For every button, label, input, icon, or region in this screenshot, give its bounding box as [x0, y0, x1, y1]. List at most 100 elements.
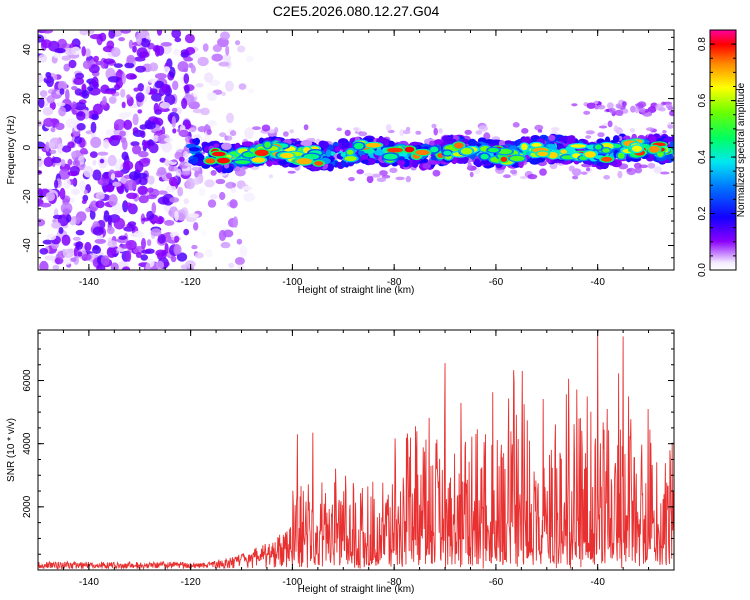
noise-blob	[171, 30, 182, 39]
halo-blob	[215, 178, 226, 185]
noise-blob	[106, 246, 117, 258]
noise-blob	[157, 167, 167, 176]
noise-blob	[190, 53, 201, 59]
halo-blob	[283, 131, 289, 137]
band-blob	[422, 163, 432, 169]
spectrogram-ylabel: Frequency (Hz)	[6, 116, 17, 185]
spectrogram-ticks: -140 -120 -100 -80 -60 -40 -40 -20 0 20 40	[22, 30, 675, 288]
peak-blob	[430, 146, 439, 153]
noise-blob	[76, 123, 86, 131]
halo-blob	[534, 124, 544, 131]
band-blob	[490, 139, 501, 145]
halo-blob	[539, 168, 547, 176]
noise-blob	[148, 142, 159, 154]
noise-blob	[94, 238, 107, 244]
noise-blob	[157, 190, 168, 195]
snr-ytick-label: 6000	[22, 369, 33, 392]
noise-blob	[63, 63, 70, 72]
spectrogram-heatmap	[38, 30, 674, 270]
halo-blob	[188, 127, 196, 133]
noise-blob	[97, 177, 110, 186]
noise-blob	[138, 177, 148, 186]
halo-blob	[438, 128, 443, 134]
halo-blob	[572, 175, 579, 180]
noise-blob	[188, 213, 200, 218]
colorbar-ticks: 0.0 0.2 0.4 0.6 0.8	[697, 37, 736, 277]
noise-blob	[46, 233, 57, 241]
noise-blob	[132, 127, 139, 134]
noise-blob	[176, 209, 187, 221]
halo-blob	[252, 126, 261, 131]
noise-blob	[191, 244, 198, 250]
halo-blob	[194, 170, 199, 178]
noise-blob	[71, 86, 78, 91]
noise-blob	[183, 198, 189, 205]
colorbar-tick-label: 0.6	[697, 93, 708, 107]
peak-blob	[415, 149, 430, 156]
secondary-blob	[630, 105, 636, 113]
noise-blob	[133, 87, 139, 92]
noise-blob	[39, 90, 48, 97]
snr-xlabel: Height of straight line (km)	[298, 584, 415, 595]
noise-blob	[82, 194, 89, 202]
noise-blob	[157, 134, 168, 144]
noise-blob	[206, 92, 218, 102]
peak-blob	[548, 152, 558, 159]
band-blob	[558, 136, 568, 142]
halo-blob	[626, 168, 632, 172]
noise-blob	[138, 195, 149, 204]
noise-blob	[165, 185, 177, 193]
noise-blob	[84, 241, 92, 252]
colorbar-label: Normalized spectral amplitude	[736, 82, 747, 217]
peak-blob	[560, 149, 567, 154]
noise-blob	[81, 46, 86, 57]
noise-blob	[76, 111, 86, 121]
band-blob	[428, 160, 438, 165]
noise-blob	[38, 97, 45, 109]
noise-blob	[126, 192, 138, 199]
noise-blob	[74, 88, 82, 96]
snr-xtick-label: -40	[590, 577, 605, 588]
peak-blob	[570, 144, 586, 148]
noise-blob	[71, 101, 77, 109]
halo-blob	[653, 166, 662, 174]
noise-blob	[126, 94, 131, 100]
noise-blob	[92, 169, 102, 181]
peak-blob	[584, 151, 596, 158]
band-blob	[361, 159, 369, 164]
noise-blob	[156, 30, 163, 36]
halo-blob	[366, 175, 374, 184]
noise-blob	[93, 55, 99, 63]
peak-blob	[500, 156, 508, 162]
noise-blob	[108, 30, 116, 39]
noise-blob	[239, 245, 248, 257]
noise-blob	[54, 257, 64, 265]
noise-blob	[83, 165, 94, 178]
noise-blob	[54, 179, 59, 189]
noise-blob	[141, 237, 146, 250]
noise-blob	[160, 42, 173, 47]
noise-blob	[154, 44, 161, 57]
noise-blob	[201, 230, 207, 236]
band-blob	[318, 140, 328, 149]
halo-blob	[467, 162, 472, 170]
noise-blob	[110, 173, 116, 181]
halo-blob	[537, 129, 543, 133]
peak-blob	[454, 142, 464, 149]
noise-blob	[145, 262, 151, 270]
noise-blob	[75, 241, 84, 250]
band-blob	[326, 163, 334, 172]
noise-blob	[163, 66, 171, 73]
peak-blob	[365, 142, 382, 148]
noise-blob	[67, 170, 80, 177]
band-blob	[656, 137, 665, 143]
noise-blob	[157, 216, 164, 225]
noise-blob	[81, 253, 92, 261]
noise-blob	[225, 181, 236, 189]
noise-blob	[38, 54, 48, 63]
noise-blob	[162, 193, 175, 206]
halo-blob	[385, 124, 392, 132]
noise-blob	[113, 63, 123, 68]
halo-blob	[613, 125, 619, 133]
halo-blob	[634, 166, 643, 174]
